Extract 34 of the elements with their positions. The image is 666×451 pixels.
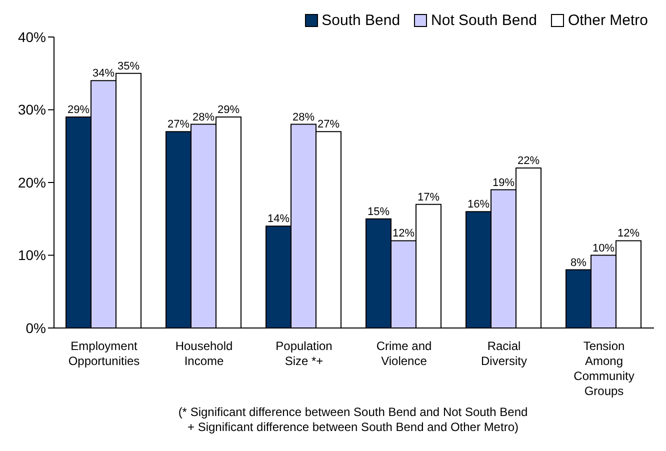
- x-tick-label: Household Income: [175, 339, 233, 368]
- x-tick-label: Tension Among Community Groups: [574, 339, 634, 398]
- text: (* Significant difference between South Bend and Not South Bend: [177, 405, 529, 420]
- y-tick-label: 10%: [18, 247, 46, 264]
- legend-label: South Bend: [322, 12, 400, 29]
- data-label: 12%: [617, 228, 640, 240]
- y-tick-label: 20%: [18, 174, 46, 190]
- data-label: 15%: [367, 206, 390, 218]
- x-tick-label: Crime and Violence: [376, 339, 432, 368]
- legend-label: Not South Bend: [431, 12, 537, 29]
- data-label: 28%: [192, 111, 215, 124]
- data-label: 19%: [492, 176, 515, 189]
- data-label: 29%: [67, 104, 90, 116]
- data-label: 17%: [417, 191, 440, 204]
- x-tick-label: Population Size *+: [276, 339, 332, 368]
- data-label: 8%: [570, 256, 587, 269]
- data-label: 16%: [467, 198, 490, 211]
- data-label: 35%: [117, 60, 140, 72]
- y-tick-label: 0%: [26, 320, 46, 336]
- data-label: 12%: [392, 228, 415, 240]
- data-label: 29%: [217, 104, 240, 116]
- data-label: 28%: [292, 111, 315, 124]
- y-tick-label: 40%: [18, 28, 46, 45]
- data-label: 27%: [317, 118, 340, 131]
- x-tick-label: Racial Diversity: [480, 339, 528, 368]
- data-label: 27%: [167, 118, 190, 131]
- x-tick-label: Employment Opportunities: [68, 339, 140, 368]
- y-tick-label: 30%: [18, 102, 46, 118]
- text: + Significant difference between South Bend and Other Metro): [186, 420, 520, 435]
- legend-label: Other Metro: [568, 12, 648, 29]
- data-label: 34%: [92, 68, 115, 80]
- data-label: 10%: [592, 242, 615, 254]
- data-label: 22%: [517, 154, 540, 167]
- data-label: 14%: [267, 213, 290, 226]
